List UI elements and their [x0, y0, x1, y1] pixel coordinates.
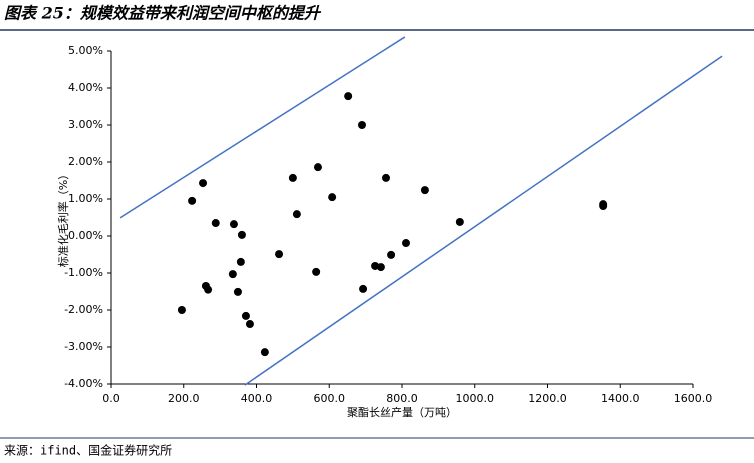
y-tick-label: 3.00%: [68, 118, 103, 131]
x-tick-label: 1000.0: [456, 392, 495, 405]
x-tick-label: 1600.0: [674, 392, 713, 405]
point: [376, 263, 385, 272]
point: [599, 202, 608, 211]
point: [233, 287, 242, 296]
point: [312, 267, 321, 276]
point: [420, 186, 429, 195]
point: [381, 173, 390, 182]
y-tick-label: -1.00%: [64, 266, 103, 279]
point: [236, 257, 245, 266]
point: [344, 92, 353, 101]
y-tick-label: 2.00%: [68, 155, 103, 168]
x-tick-label: 0.0: [102, 392, 120, 405]
y-tick-label: -2.00%: [64, 303, 103, 316]
x-tick-label: 1400.0: [601, 392, 640, 405]
x-tick-label: 1200.0: [528, 392, 567, 405]
point: [357, 121, 366, 129]
point: [211, 219, 220, 228]
y-tick-label: -4.00%: [64, 377, 103, 390]
point: [188, 196, 197, 205]
point: [292, 210, 301, 219]
x-axis-label: 聚酯长丝产量（万吨）: [347, 405, 457, 419]
y-tick-label: 5.00%: [68, 44, 103, 57]
x-tick-label: 800.0: [386, 392, 418, 405]
point: [313, 163, 322, 172]
point: [387, 250, 396, 259]
point: [359, 284, 368, 293]
y-tick-label: 4.00%: [68, 81, 103, 94]
x-tick-label: 200.0: [168, 392, 200, 405]
point: [402, 239, 411, 248]
point: [228, 270, 237, 279]
point: [241, 311, 250, 320]
point: [237, 230, 246, 239]
y-tick-label: -3.00%: [64, 340, 103, 353]
point: [275, 250, 284, 259]
y-tick-label: 0.00%: [68, 229, 103, 242]
x-tick-label: 600.0: [314, 392, 346, 405]
point: [177, 306, 186, 314]
source: 来源：ifind、国金证券研究所: [4, 443, 172, 458]
y-tick-label: 1.00%: [68, 192, 103, 205]
y-axis-label: 标准化毛利率（%）: [56, 169, 70, 267]
point: [229, 220, 238, 229]
band-line: [119, 36, 406, 219]
point: [455, 217, 464, 226]
point: [288, 173, 297, 182]
point: [260, 348, 269, 357]
point: [204, 285, 213, 294]
band-line: [244, 55, 723, 386]
point: [199, 179, 208, 188]
x-tick-label: 400.0: [241, 392, 273, 405]
chart-title: 图表 25：规模效益带来利润空间中枢的提升: [4, 4, 322, 23]
point: [328, 193, 337, 202]
point: [245, 320, 254, 329]
